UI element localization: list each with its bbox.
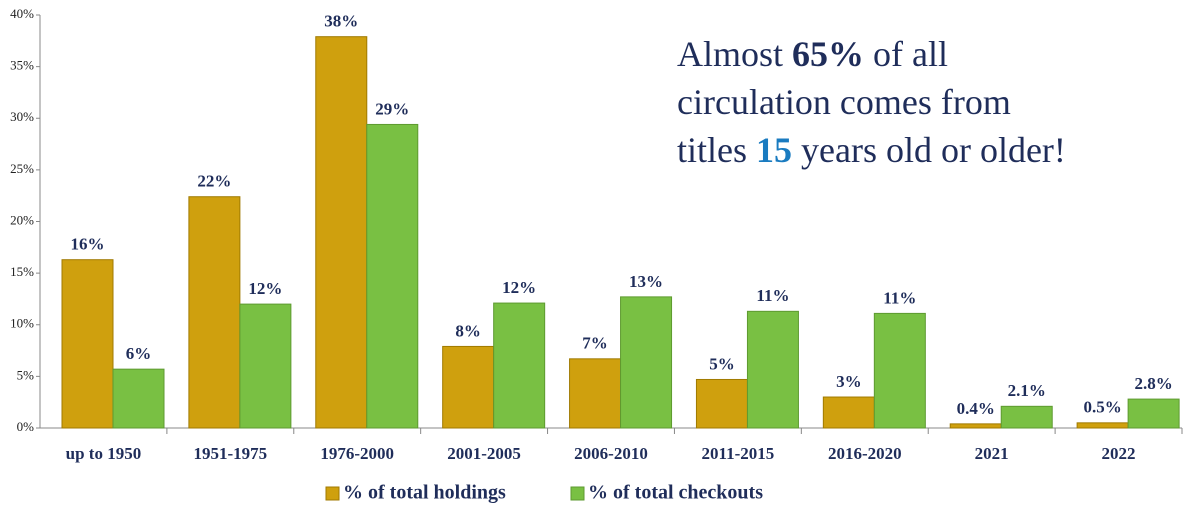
value-label: 0.4% (957, 399, 995, 418)
bar (442, 345, 495, 429)
bar (620, 296, 673, 429)
bar (188, 196, 241, 429)
bar (1076, 422, 1129, 429)
x-tick-label: 2016-2020 (828, 444, 902, 463)
bar (112, 368, 165, 429)
bar (239, 303, 292, 429)
x-tick-label: 2021 (975, 444, 1009, 463)
value-label: 7% (582, 334, 608, 353)
y-tick-label: 15% (10, 264, 34, 279)
x-tick-label: up to 1950 (66, 444, 142, 463)
annotation-text: 65% (792, 34, 864, 74)
y-tick-label: 20% (10, 212, 34, 227)
annotation-text: circulation comes from (677, 82, 1011, 122)
y-tick-label: 40% (10, 6, 34, 21)
annotation-line: Almost 65% of all (677, 34, 948, 74)
x-tick-label: 2006-2010 (574, 444, 648, 463)
bar (949, 423, 1002, 429)
annotation-text: 15 (756, 130, 792, 170)
value-label: 38% (324, 12, 358, 31)
legend-swatch (570, 486, 585, 501)
bar (746, 310, 799, 429)
y-tick-label: 5% (17, 367, 35, 382)
x-tick-label: 2001-2005 (447, 444, 521, 463)
annotation-text: of all (864, 34, 948, 74)
y-tick-label: 25% (10, 161, 34, 176)
value-label: 6% (126, 344, 152, 363)
bar (61, 259, 114, 429)
annotation-line: circulation comes from (677, 82, 1011, 122)
bar (822, 396, 875, 429)
y-tick-label: 30% (10, 109, 34, 124)
x-tick-label: 1951-1975 (193, 444, 267, 463)
annotation-line: titles 15 years old or older! (677, 130, 1066, 170)
y-tick-label: 0% (17, 419, 35, 434)
legend-swatch (325, 486, 340, 501)
value-label: 5% (709, 354, 735, 373)
value-label: 2.8% (1134, 374, 1172, 393)
x-tick-label: 1976-2000 (320, 444, 394, 463)
value-label: 0.5% (1083, 398, 1121, 417)
annotation-text: Almost (677, 34, 792, 74)
value-label: 11% (883, 288, 916, 307)
value-label: 3% (836, 372, 862, 391)
value-label: 11% (756, 286, 789, 305)
y-tick-label: 10% (10, 316, 34, 331)
value-label: 16% (71, 235, 105, 254)
bar (493, 302, 546, 429)
bar (1127, 398, 1180, 429)
value-label: 12% (248, 279, 282, 298)
value-label: 29% (375, 99, 409, 118)
annotation-text: titles (677, 130, 756, 170)
x-tick-label: 2022 (1102, 444, 1136, 463)
value-label: 2.1% (1008, 381, 1046, 400)
bar (569, 358, 622, 429)
bar (695, 378, 748, 429)
bar (366, 123, 419, 429)
legend-label: % of total holdings (343, 482, 506, 504)
bar (873, 312, 926, 429)
value-label: 22% (197, 172, 231, 191)
y-tick-label: 35% (10, 58, 34, 73)
value-label: 8% (455, 321, 481, 340)
x-tick-label: 2011-2015 (702, 444, 775, 463)
legend-label: % of total checkouts (588, 482, 763, 504)
value-label: 12% (502, 278, 536, 297)
annotation-text: years old or older! (792, 130, 1066, 170)
value-label: 13% (629, 272, 663, 291)
bar (1000, 405, 1053, 429)
bar (315, 36, 368, 429)
